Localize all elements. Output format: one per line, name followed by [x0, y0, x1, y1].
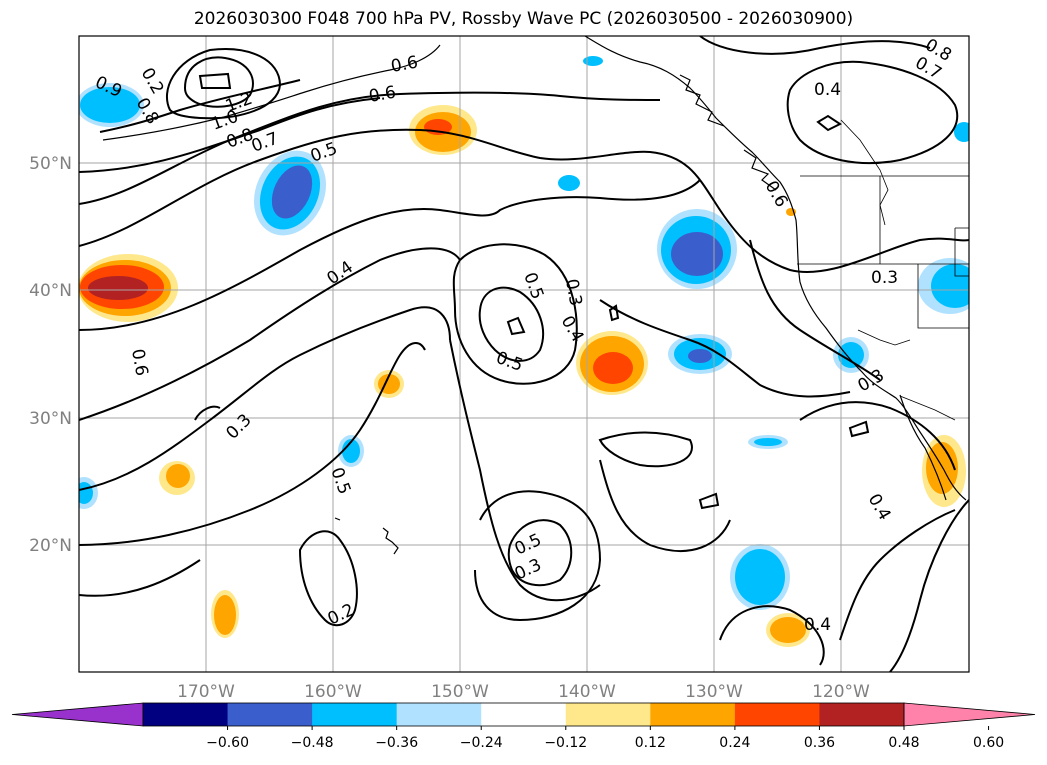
lat-label-20n: 20°N: [29, 536, 72, 556]
colorbar-frame: [142, 702, 905, 727]
colorbar: −0.60 −0.48 −0.36 −0.24 −0.12 0.12 0.24 0.36 0.4…: [11, 702, 1036, 751]
colorbar-tick-label: 0.36: [804, 735, 835, 751]
contour-label: 0.6: [367, 83, 397, 107]
colorbar-extend-max: [903, 702, 1036, 727]
colorbar-segment: [143, 703, 229, 726]
colorbar-segment: [565, 703, 651, 726]
contour-label-group: 0.9 0.8 1.2 1.0 0.8 0.7 0.6 0.5 0.4 0.6 …: [92, 36, 955, 635]
contour-label: 0.3: [561, 277, 585, 307]
colorbar-tick-label: −0.36: [375, 735, 418, 751]
colorbar-tick-label: −0.12: [544, 735, 587, 751]
colorbar-segment: [650, 703, 736, 726]
colorbar-tick-label: 0.24: [719, 735, 750, 751]
colorbar-tick-label: 0.48: [888, 735, 919, 751]
coastlines: [102, 36, 967, 555]
lat-label-40n: 40°N: [29, 281, 72, 301]
colorbar-tick-label: −0.24: [460, 735, 503, 751]
colorbar-tick-label: 0.12: [635, 735, 666, 751]
pv-contours: [79, 36, 969, 672]
colorbar-segment: [227, 703, 313, 726]
latitude-labels: 50°N 40°N 30°N 20°N: [29, 154, 72, 556]
map-title: 2026030300 F048 700 hPa PV, Rossby Wave …: [193, 9, 854, 29]
colorbar-tick-label: 0.60: [973, 735, 1004, 751]
contour-label: 0.4: [804, 615, 831, 635]
colorbar-tick-label: −0.60: [206, 735, 249, 751]
colorbar-segment: [312, 703, 398, 726]
colorbar-tick-label: −0.48: [291, 735, 334, 751]
colorbar-segment: [734, 703, 820, 726]
lon-label-170w: 170°W: [177, 682, 235, 702]
colorbar-segment: [396, 703, 482, 726]
colorbar-extend-min: [11, 702, 144, 727]
lon-label-150w: 150°W: [431, 682, 489, 702]
map-panel: 0.9 0.8 1.2 1.0 0.8 0.7 0.6 0.5 0.4 0.6 …: [78, 35, 970, 673]
lon-label-160w: 160°W: [304, 682, 362, 702]
lon-label-120w: 120°W: [812, 682, 870, 702]
contour-label: 0.3: [871, 268, 898, 288]
lat-label-50n: 50°N: [29, 154, 72, 174]
lon-label-130w: 130°W: [685, 682, 743, 702]
colorbar-segment: [481, 703, 567, 726]
colorbar-segment: [819, 703, 905, 726]
longitude-labels: 170°W 160°W 150°W 140°W 130°W 120°W: [177, 682, 870, 702]
colorbar-segments: [11, 702, 1036, 727]
lon-label-140w: 140°W: [558, 682, 616, 702]
map-frame: [78, 35, 970, 673]
contour-label: 0.6: [389, 53, 419, 77]
lat-label-30n: 30°N: [29, 409, 72, 429]
colorbar-ticks: −0.60 −0.48 −0.36 −0.24 −0.12 0.12 0.24 0.36 0.4…: [206, 726, 1004, 751]
contour-label: 0.6: [127, 347, 151, 377]
borders: [797, 119, 969, 421]
contour-label: 0.4: [814, 80, 841, 100]
